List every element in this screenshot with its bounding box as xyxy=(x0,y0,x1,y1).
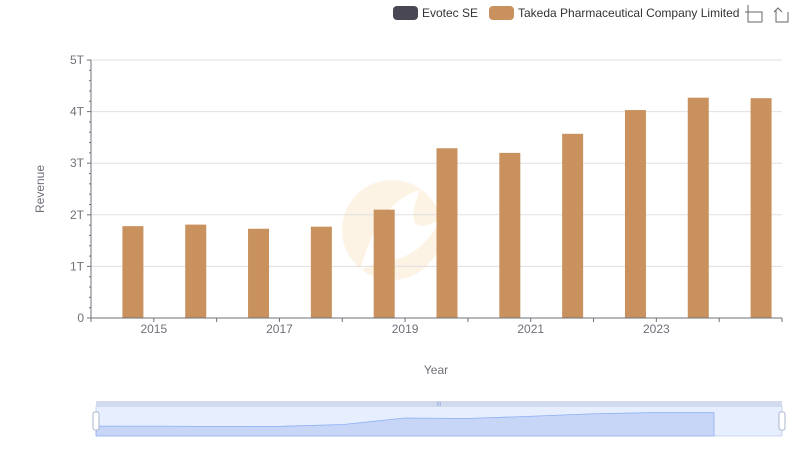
x-tick-label: 2023 xyxy=(643,322,670,336)
datazoom-slider[interactable]: III xyxy=(92,401,786,437)
restore-icon[interactable] xyxy=(773,7,789,23)
legend: Evotec SE Takeda Pharmaceutical Company … xyxy=(393,6,739,20)
bar-takeda-2017[interactable] xyxy=(310,226,332,318)
bar-takeda-2018[interactable] xyxy=(373,209,395,318)
datazoom-selection[interactable] xyxy=(96,406,782,436)
y-tick-label: 0 xyxy=(77,311,84,325)
datazoom-handle-label: III xyxy=(436,402,441,408)
x-tick-label: 2017 xyxy=(266,322,293,336)
bar-takeda-2019[interactable] xyxy=(436,148,458,318)
bar-takeda-2016[interactable] xyxy=(248,228,270,318)
x-tick-label: 2015 xyxy=(140,322,167,336)
legend-label-evotec[interactable]: Evotec SE xyxy=(422,6,478,20)
datazoom-left-handle[interactable] xyxy=(92,411,100,431)
bars xyxy=(101,97,772,319)
datazoom-preview-line xyxy=(95,412,715,437)
datazoom-right-handle[interactable] xyxy=(778,411,786,431)
legend-label-takeda[interactable]: Takeda Pharmaceutical Company Limited xyxy=(518,6,739,20)
bar-takeda-2022[interactable] xyxy=(624,110,646,318)
zoom-select-icon[interactable] xyxy=(745,5,763,23)
bar-takeda-2021[interactable] xyxy=(562,133,584,318)
bar-takeda-2015[interactable] xyxy=(185,224,207,318)
x-tick-label: 2021 xyxy=(517,322,544,336)
x-axis: 2015 2017 2019 2021 2023 xyxy=(90,317,783,336)
legend-swatch-takeda[interactable] xyxy=(489,6,514,20)
datazoom-top-bar[interactable] xyxy=(96,401,782,407)
y-tick-label: 1T xyxy=(70,259,85,273)
y-tick-label: 4T xyxy=(70,105,85,119)
bar-takeda-2024[interactable] xyxy=(750,98,772,319)
bar-takeda-2020[interactable] xyxy=(499,152,521,318)
y-axis: 0 1T 2T 3T 4T 5T xyxy=(70,53,92,325)
bar-takeda-2014[interactable] xyxy=(122,226,144,318)
y-tick-label: 5T xyxy=(70,53,85,67)
legend-swatch-evotec[interactable] xyxy=(393,6,418,20)
y-axis-title: Revenue xyxy=(33,165,47,213)
y-tick-label: 2T xyxy=(70,208,85,222)
x-axis-title: Year xyxy=(424,363,448,377)
y-tick-label: 3T xyxy=(70,156,85,170)
bar-takeda-2023[interactable] xyxy=(687,97,709,318)
x-tick-label: 2019 xyxy=(392,322,419,336)
